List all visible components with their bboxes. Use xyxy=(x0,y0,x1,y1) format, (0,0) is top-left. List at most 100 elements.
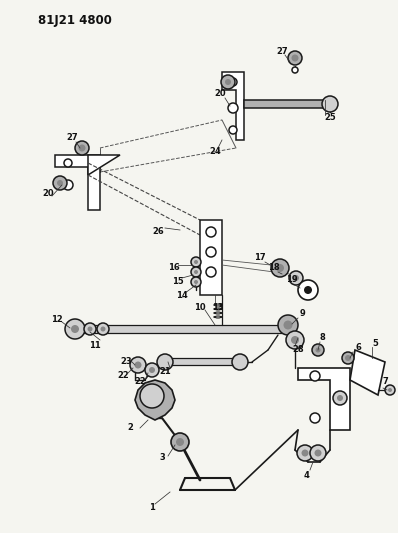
Text: 19: 19 xyxy=(286,276,298,285)
Circle shape xyxy=(75,141,89,155)
Circle shape xyxy=(291,54,298,61)
Text: 18: 18 xyxy=(268,263,280,272)
Circle shape xyxy=(157,354,173,370)
Polygon shape xyxy=(350,350,385,395)
Text: 17: 17 xyxy=(254,254,266,262)
Text: 20: 20 xyxy=(42,190,54,198)
Circle shape xyxy=(194,260,198,264)
Circle shape xyxy=(78,144,86,151)
Circle shape xyxy=(191,277,201,287)
Text: 26: 26 xyxy=(152,228,164,237)
Circle shape xyxy=(293,275,299,281)
Circle shape xyxy=(206,267,216,277)
Text: 14: 14 xyxy=(176,292,188,301)
Text: 5: 5 xyxy=(372,338,378,348)
Circle shape xyxy=(225,79,231,85)
Text: 28: 28 xyxy=(292,345,304,354)
Circle shape xyxy=(194,270,198,274)
Circle shape xyxy=(271,259,289,277)
Circle shape xyxy=(289,271,303,285)
Circle shape xyxy=(135,361,142,368)
Text: 27: 27 xyxy=(276,46,288,55)
Circle shape xyxy=(88,327,92,332)
Circle shape xyxy=(57,180,63,186)
Text: 16: 16 xyxy=(168,263,180,272)
Circle shape xyxy=(302,449,308,456)
Circle shape xyxy=(65,319,85,339)
Circle shape xyxy=(63,180,73,190)
Circle shape xyxy=(310,413,320,423)
Text: 6: 6 xyxy=(355,343,361,352)
Text: 12: 12 xyxy=(51,316,63,325)
Text: 20: 20 xyxy=(214,90,226,99)
Text: 81J21 4800: 81J21 4800 xyxy=(38,14,112,27)
Text: 7: 7 xyxy=(382,377,388,386)
Text: 24: 24 xyxy=(209,148,221,157)
Circle shape xyxy=(388,388,392,392)
Circle shape xyxy=(291,336,299,344)
Text: 22: 22 xyxy=(117,372,129,381)
Circle shape xyxy=(312,344,324,356)
Text: 9: 9 xyxy=(299,309,305,318)
Circle shape xyxy=(288,51,302,65)
Circle shape xyxy=(191,267,201,277)
Polygon shape xyxy=(68,325,295,333)
Circle shape xyxy=(145,363,159,377)
Circle shape xyxy=(97,323,109,335)
Polygon shape xyxy=(222,72,244,140)
Circle shape xyxy=(149,367,155,373)
Circle shape xyxy=(342,352,354,364)
Circle shape xyxy=(345,355,351,361)
Text: 13: 13 xyxy=(212,303,224,312)
Circle shape xyxy=(232,354,248,370)
Text: 3: 3 xyxy=(159,454,165,463)
Circle shape xyxy=(316,348,320,352)
Circle shape xyxy=(176,438,184,446)
Text: 10: 10 xyxy=(194,303,206,312)
Circle shape xyxy=(228,103,238,113)
Circle shape xyxy=(191,257,201,267)
Circle shape xyxy=(229,78,237,86)
Circle shape xyxy=(286,331,304,349)
Circle shape xyxy=(314,449,322,456)
Polygon shape xyxy=(200,220,222,295)
Polygon shape xyxy=(298,368,350,430)
Circle shape xyxy=(278,315,298,335)
Circle shape xyxy=(298,280,318,300)
Text: 4: 4 xyxy=(304,471,310,480)
Text: 2: 2 xyxy=(127,424,133,432)
Circle shape xyxy=(333,391,347,405)
Circle shape xyxy=(101,327,105,332)
Circle shape xyxy=(304,286,312,294)
Text: 22: 22 xyxy=(134,377,146,386)
Circle shape xyxy=(130,357,146,373)
Circle shape xyxy=(297,445,313,461)
Circle shape xyxy=(194,280,198,284)
Circle shape xyxy=(310,371,320,381)
Circle shape xyxy=(171,433,189,451)
Circle shape xyxy=(283,320,293,329)
Circle shape xyxy=(140,384,164,408)
Circle shape xyxy=(292,67,298,73)
Circle shape xyxy=(71,325,79,333)
Circle shape xyxy=(322,96,338,112)
Circle shape xyxy=(53,176,67,190)
Circle shape xyxy=(385,385,395,395)
Circle shape xyxy=(84,323,96,335)
Circle shape xyxy=(310,445,326,461)
Text: 1: 1 xyxy=(149,504,155,513)
Text: 25: 25 xyxy=(324,114,336,123)
Polygon shape xyxy=(135,380,175,420)
Text: 11: 11 xyxy=(89,341,101,350)
Polygon shape xyxy=(88,155,120,175)
Text: 23: 23 xyxy=(120,358,132,367)
Text: 21: 21 xyxy=(159,367,171,376)
Circle shape xyxy=(276,264,284,272)
Circle shape xyxy=(229,126,237,134)
Circle shape xyxy=(337,395,343,401)
Text: 15: 15 xyxy=(172,278,184,287)
Polygon shape xyxy=(244,100,330,108)
Text: 8: 8 xyxy=(319,334,325,343)
Circle shape xyxy=(206,247,216,257)
Circle shape xyxy=(221,75,235,89)
